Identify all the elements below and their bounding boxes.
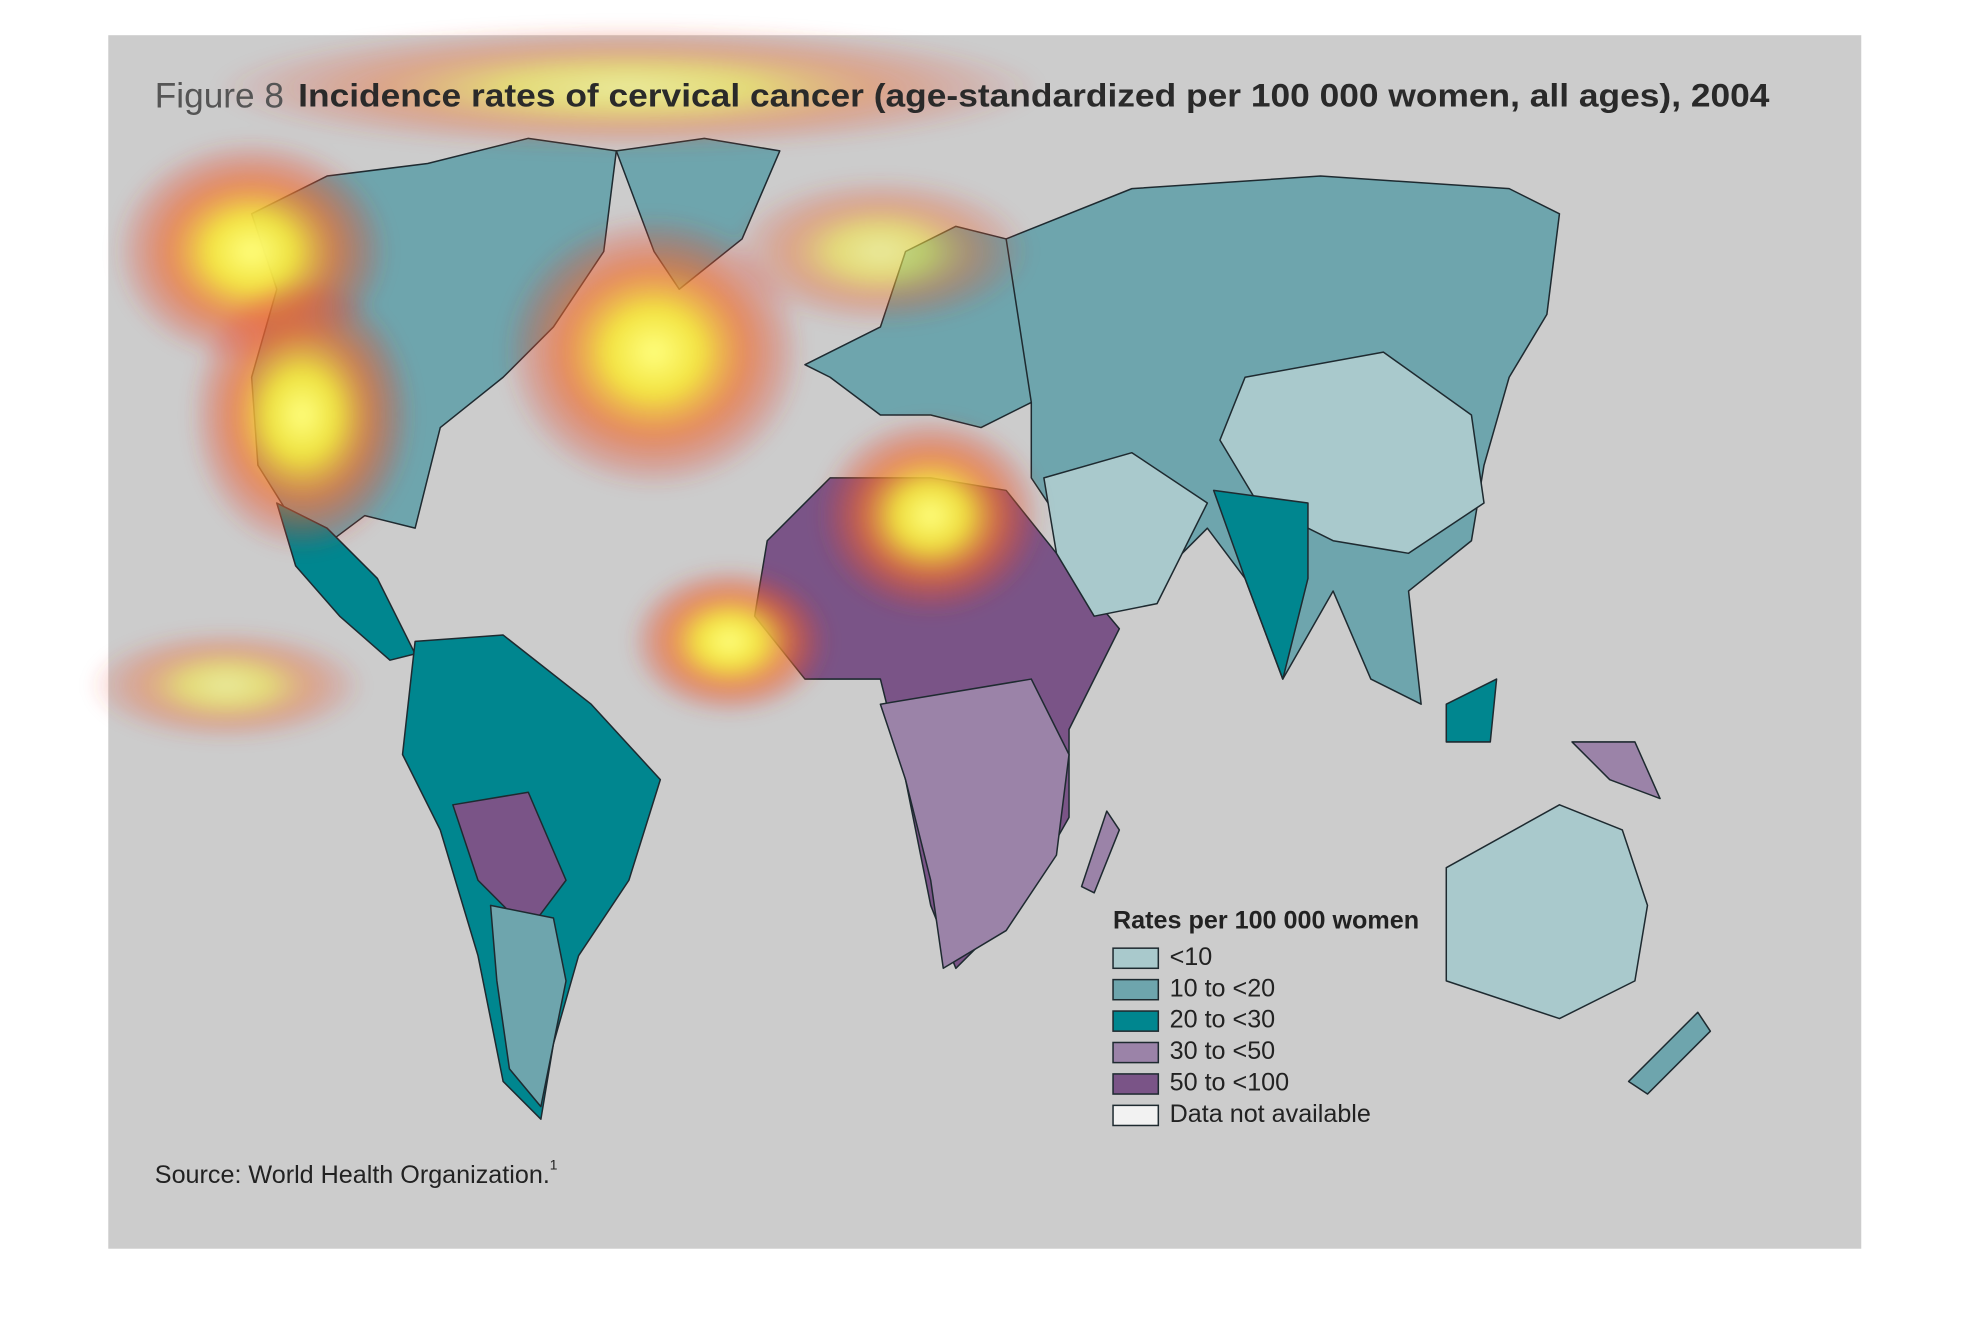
source-text: Source: World Health Organization.	[155, 1160, 550, 1188]
heat-spot	[817, 414, 1044, 617]
legend-swatch	[1112, 978, 1160, 1001]
south-america-central	[452, 791, 567, 932]
source: Source: World Health Organization.1	[155, 1156, 558, 1188]
india	[1212, 489, 1309, 680]
figure-label: Figure 8	[155, 76, 284, 115]
legend-label: 50 to <100	[1170, 1069, 1290, 1097]
title: Incidence rates of cervical cancer (age-…	[298, 77, 1769, 114]
middle-east	[1043, 451, 1209, 617]
heatmap	[88, 25, 1044, 742]
legend-swatch	[1112, 947, 1160, 970]
new-zealand	[1627, 1011, 1712, 1095]
legend-swatch	[1112, 1010, 1160, 1032]
south-america-south	[489, 904, 567, 1108]
legend-label: 20 to <30	[1170, 1006, 1276, 1034]
heat-spot	[503, 213, 805, 491]
madagascar	[1080, 810, 1121, 894]
legend-label: Data not available	[1170, 1100, 1371, 1128]
heat-spot	[88, 628, 365, 742]
legend-swatch	[1112, 1041, 1160, 1064]
legend-swatch	[1112, 1104, 1160, 1127]
africa-south	[879, 678, 1070, 970]
legend-title: Rates per 100 000 women	[1113, 906, 1419, 934]
heat-spot	[188, 276, 416, 554]
source-note: 1	[550, 1156, 558, 1172]
australia	[1445, 804, 1649, 1020]
legend-label: 30 to <50	[1170, 1037, 1276, 1065]
heat-spot	[628, 565, 831, 717]
legend-swatch	[1112, 1073, 1160, 1095]
legend-label: <10	[1170, 943, 1213, 971]
heat-spot	[213, 25, 1044, 151]
legend-label: 10 to <20	[1170, 974, 1276, 1002]
borneo	[1445, 678, 1498, 743]
legend: <10 10 to <20 20 to <30 30 to <50 50 to <100…	[1112, 943, 1371, 1128]
heat-spot	[729, 176, 1032, 327]
new-guinea	[1571, 741, 1661, 800]
land	[250, 137, 1712, 1120]
